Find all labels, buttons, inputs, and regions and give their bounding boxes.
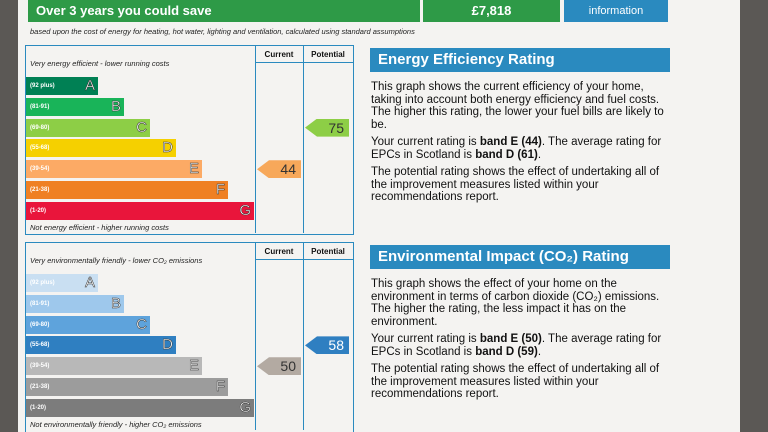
band-letter: C <box>136 315 147 333</box>
text: The potential rating shows the effect of… <box>371 166 660 203</box>
text: . <box>537 345 542 358</box>
band-letter: A <box>84 77 96 95</box>
current-header: Current <box>264 247 294 256</box>
band-range: (21-38) <box>30 187 50 193</box>
band-range: (69-80) <box>30 124 50 131</box>
band-bar: (39-54) E <box>26 160 202 179</box>
band-letter: F <box>215 378 226 396</box>
top-note: Very environmentally friendly - lower CO… <box>30 256 203 265</box>
savings-banner: Over 3 years you could save <box>28 0 420 22</box>
band-bar: (55-68) D <box>26 336 176 355</box>
band-letter: B <box>110 294 122 313</box>
band-range: (21-38) <box>30 384 50 390</box>
band-range: (39-54) <box>30 363 50 370</box>
potential-header: Potential <box>311 247 345 256</box>
text: Your current rating is <box>371 333 480 345</box>
column-divider <box>255 45 256 233</box>
information-button[interactable]: information <box>564 0 668 22</box>
bold-text: band D (61) <box>475 148 538 161</box>
band-range: (55-68) <box>30 145 50 152</box>
band-letter: D <box>162 336 173 354</box>
band-bar: (92 plus) A <box>26 77 98 95</box>
column-divider <box>255 242 256 430</box>
band-letter: E <box>188 160 200 178</box>
band-range: (69-80) <box>30 321 50 328</box>
current-header: Current <box>264 50 294 59</box>
band-letter: B <box>110 97 122 116</box>
savings-amount: £7,818 <box>423 0 560 22</box>
band-range: (55-68) <box>30 342 50 349</box>
band-range: (92 plus) <box>30 280 55 286</box>
band-bar: (1-20) G <box>26 202 254 220</box>
text: . <box>537 148 542 161</box>
band-letter: D <box>162 139 173 157</box>
rating-title: Energy Efficiency Rating <box>370 48 670 72</box>
assumption-note: based upon the cost of energy for heatin… <box>30 27 415 36</box>
band-letter: F <box>215 181 226 199</box>
band-letter: C <box>136 118 147 136</box>
bottom-note: Not energy efficient - higher running co… <box>30 223 169 232</box>
description-paragraph: This graph shows the effect of your home… <box>371 278 671 328</box>
current-rating-arrow: 44 <box>257 160 301 179</box>
description-paragraph: The potential rating shows the effect of… <box>371 363 671 401</box>
description-paragraph: The potential rating shows the effect of… <box>371 166 671 204</box>
band-bar: (21-38) F <box>26 378 228 396</box>
band-letter: G <box>239 398 251 417</box>
band-bar: (69-80) C <box>26 118 150 137</box>
header-divider <box>255 62 353 63</box>
current-rating-arrow: 50 <box>257 357 301 376</box>
rating-description: This graph shows the current efficiency … <box>371 81 671 209</box>
band-range: (81-91) <box>30 103 50 110</box>
rating-title: Environmental Impact (CO₂) Rating <box>370 245 670 269</box>
rating-chart <box>25 242 354 432</box>
text: Your current rating is <box>371 136 480 148</box>
band-bar: (81-91) B <box>26 98 124 116</box>
text: . The average rating for EPCs in Scotlan… <box>371 333 662 358</box>
description-paragraph: Your current rating is band E (44). The … <box>371 136 671 161</box>
bold-text: band D (59) <box>475 345 538 358</box>
potential-rating-arrow: 75 <box>305 118 349 137</box>
bold-text: band E (50) <box>479 333 542 345</box>
header-divider <box>255 259 353 260</box>
top-note: Very energy efficient - lower running co… <box>30 59 170 68</box>
certificate: Over 3 years you could save £7,818 infor… <box>18 0 740 432</box>
band-range: (81-91) <box>30 300 50 307</box>
potential-header: Potential <box>311 50 345 59</box>
band-bar: (55-68) D <box>26 139 176 158</box>
rating-chart <box>25 45 354 235</box>
band-letter: G <box>239 201 251 220</box>
band-range: (39-54) <box>30 166 50 173</box>
band-range: (1-20) <box>30 207 47 214</box>
column-divider <box>303 45 304 233</box>
text: . The average rating for EPCs in Scotlan… <box>371 136 662 161</box>
band-letter: A <box>84 274 96 292</box>
band-bar: (39-54) E <box>26 357 202 376</box>
bottom-note: Not environmentally friendly - higher CO… <box>30 420 202 429</box>
band-range: (1-20) <box>30 404 47 411</box>
description-paragraph: Your current rating is band E (50). The … <box>371 333 671 358</box>
text: This graph shows the current efficiency … <box>371 81 664 131</box>
text: This graph shows the effect of your home… <box>371 278 660 328</box>
band-bar: (21-38) F <box>26 181 228 199</box>
band-bar: (92 plus) A <box>26 274 98 292</box>
bold-text: band E (44) <box>479 136 542 148</box>
column-divider <box>303 242 304 430</box>
band-letter: E <box>188 357 200 375</box>
band-bar: (69-80) C <box>26 315 150 334</box>
rating-description: This graph shows the effect of your home… <box>371 278 671 406</box>
potential-rating-arrow: 58 <box>305 336 349 355</box>
band-bar: (81-91) B <box>26 295 124 313</box>
text: The potential rating shows the effect of… <box>371 363 660 400</box>
description-paragraph: This graph shows the current efficiency … <box>371 81 671 131</box>
band-bar: (1-20) G <box>26 399 254 417</box>
band-range: (92 plus) <box>30 83 55 89</box>
